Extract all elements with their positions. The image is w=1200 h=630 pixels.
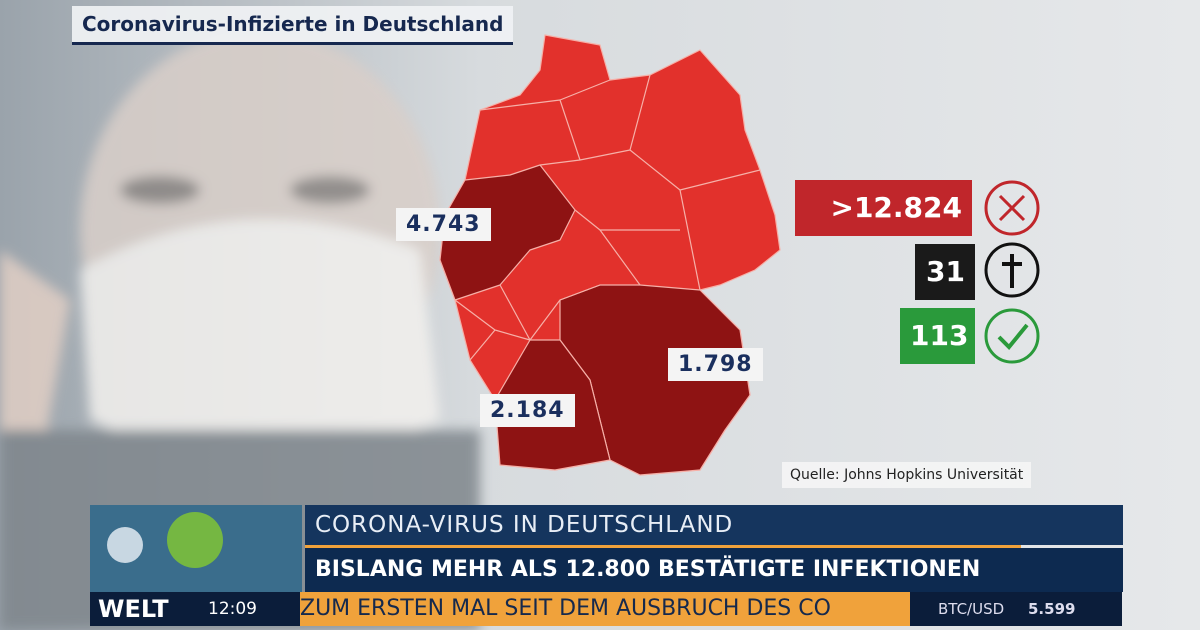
stat-icons	[984, 180, 1040, 364]
map-label: 1.798	[668, 348, 763, 381]
map-label: 2.184	[480, 394, 575, 427]
stat-deaths: 31	[915, 244, 975, 300]
ticker-topic: CORONA-VIRUS IN DEUTSCHLAND	[305, 505, 1123, 545]
market-value: 5.599	[1028, 600, 1076, 618]
stat-recovered: 113	[900, 308, 975, 364]
market-label: BTC/USD	[938, 600, 1005, 618]
clock: 12:09	[208, 599, 257, 619]
source: Quelle: Johns Hopkins Universität	[782, 462, 1032, 488]
stat-infected: >12.824	[795, 180, 972, 236]
channel-bar: WELT 12:09	[90, 592, 300, 626]
market-ticker: BTC/USD 5.599	[910, 592, 1122, 626]
channel-logo: WELT	[98, 595, 169, 623]
ticker-headline: BISLANG MEHR ALS 12.800 BESTÄTIGTE INFEK…	[305, 548, 1123, 592]
ticker-crawl: ZUM ERSTEN MAL SEIT DEM AUSBRUCH DES CO	[300, 592, 910, 626]
map-label: 4.743	[396, 208, 491, 241]
ticker-graphics	[90, 505, 1021, 616]
title: Coronavirus-Infizierte in Deutschland	[72, 6, 514, 45]
